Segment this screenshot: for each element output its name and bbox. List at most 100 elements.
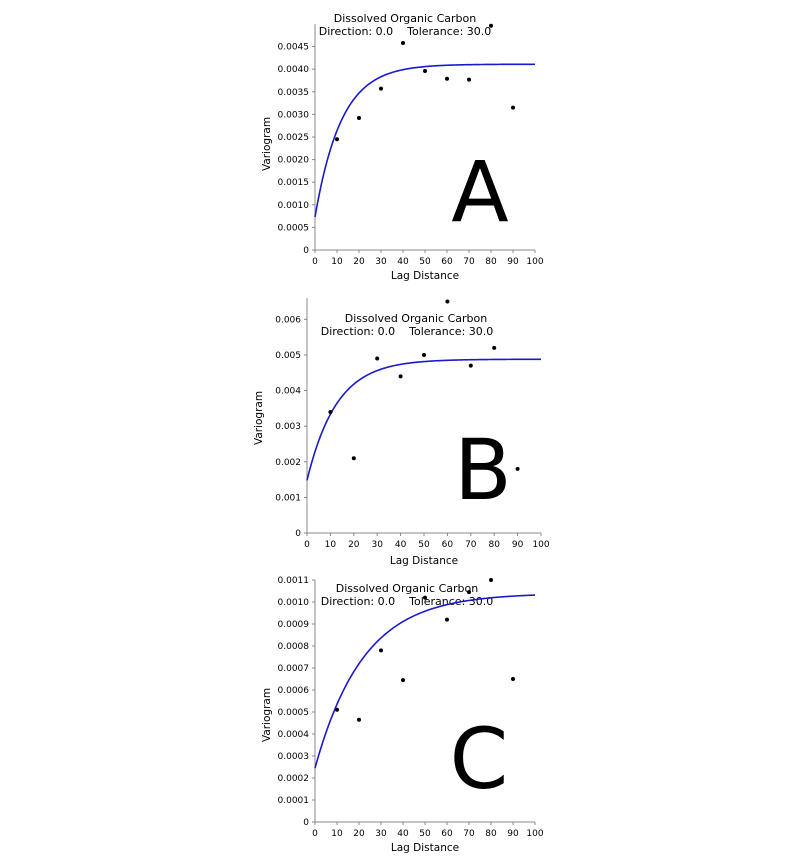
x-tick-label: 10 — [325, 540, 337, 550]
data-point — [423, 69, 427, 74]
data-point — [351, 456, 356, 461]
x-axis-label: Lag Distance — [391, 842, 459, 854]
x-tick-label: 60 — [441, 257, 453, 267]
x-tick-label: 100 — [532, 540, 549, 550]
x-tick-label: 90 — [512, 540, 524, 550]
data-points — [335, 578, 515, 722]
x-tick-label: 80 — [488, 540, 500, 550]
y-tick-label: 0 — [295, 529, 301, 539]
x-tick-label: 70 — [463, 829, 475, 839]
y-tick-label: 0.002 — [275, 458, 301, 468]
y-axis-label: Variogram — [261, 688, 273, 742]
x-tick-label: 80 — [485, 829, 497, 839]
model-curve — [306, 358, 541, 481]
model-line — [314, 63, 536, 218]
y-axis-label: Variogram — [253, 391, 265, 445]
data-point — [467, 590, 471, 595]
x-tick-label: 100 — [526, 829, 543, 839]
chart-title: Dissolved Organic Carbon — [334, 12, 476, 25]
y-tick-label: 0.0007 — [278, 664, 310, 674]
x-tick-label: 60 — [442, 540, 454, 550]
y-tick-label: 0.005 — [275, 351, 301, 361]
data-point — [445, 299, 450, 304]
x-tick-label: 90 — [507, 829, 519, 839]
model-line — [314, 594, 536, 769]
x-tick-label: 40 — [397, 257, 409, 267]
data-point — [335, 707, 339, 712]
data-points — [335, 23, 515, 142]
x-axis-label: Lag Distance — [391, 270, 459, 282]
chart-subtitle: Direction: 0.0 Tolerance: 30.0 — [321, 595, 494, 608]
x-axis-label: Lag Distance — [390, 555, 458, 567]
x-tick-label: 30 — [375, 257, 387, 267]
x-tick-label: 70 — [465, 540, 477, 550]
x-tick-label: 0 — [312, 829, 318, 839]
data-point — [492, 345, 497, 350]
data-point — [357, 717, 361, 722]
data-point — [489, 23, 493, 28]
x-tick-label: 60 — [441, 829, 453, 839]
y-tick-label: 0.003 — [275, 422, 301, 432]
data-point — [489, 578, 493, 582]
data-point — [379, 648, 383, 653]
y-tick-label: 0.0009 — [278, 620, 310, 630]
y-tick-label: 0.0020 — [278, 156, 310, 166]
data-point — [398, 374, 403, 379]
data-point — [357, 116, 361, 121]
x-tick-label: 80 — [485, 257, 497, 267]
x-tick-label: 30 — [375, 829, 387, 839]
y-tick-label: 0.006 — [275, 315, 301, 325]
data-point — [423, 595, 427, 600]
x-tick-label: 40 — [397, 829, 409, 839]
x-tick-label: 30 — [371, 540, 383, 550]
y-tick-label: 0.0001 — [278, 796, 310, 806]
x-tick-label: 10 — [331, 257, 343, 267]
x-tick-label: 50 — [419, 257, 431, 267]
data-point — [375, 356, 380, 361]
y-tick-label: 0.0010 — [278, 201, 310, 211]
data-point — [445, 617, 449, 622]
y-tick-label: 0.0003 — [278, 752, 310, 762]
x-tick-label: 100 — [526, 257, 543, 267]
x-tick-label: 90 — [507, 257, 519, 267]
model-curve — [314, 594, 536, 769]
panel-a: Dissolved Organic Carbon Direction: 0.0 … — [261, 12, 544, 282]
chart-title: Dissolved Organic Carbon — [345, 312, 487, 325]
data-point — [328, 409, 333, 414]
y-axis-label: Variogram — [261, 117, 273, 171]
y-tick-label: 0.0030 — [278, 110, 310, 120]
axes: 0 10 20 30 40 50 60 70 80 90 100 0 0.0005 0.0010 0.001… — [278, 24, 544, 267]
x-tick-label: 10 — [331, 829, 343, 839]
chart-title: Dissolved Organic Carbon — [336, 582, 478, 595]
x-tick-label: 70 — [463, 257, 475, 267]
panel-c: Dissolved Organic Carbon Direction: 0.0 … — [261, 576, 544, 854]
y-tick-label: 0.0002 — [278, 774, 310, 784]
x-tick-label: 0 — [304, 540, 310, 550]
data-point — [335, 137, 339, 142]
data-point — [422, 352, 426, 357]
data-point — [515, 466, 520, 471]
y-tick-label: 0.0006 — [278, 686, 310, 696]
data-point — [468, 363, 473, 368]
data-point — [445, 76, 449, 81]
model-curve — [314, 63, 536, 218]
y-tick-label: 0.0035 — [278, 88, 310, 98]
data-point — [511, 677, 515, 681]
axes: 0 10 20 30 40 50 60 70 80 90 100 0 0.0001 0.0002 0.000… — [278, 576, 544, 839]
x-tick-label: 20 — [348, 540, 360, 550]
y-tick-label: 0.0015 — [278, 178, 310, 188]
y-tick-label: 0.0005 — [278, 223, 310, 233]
y-tick-label: 0.0005 — [278, 708, 310, 718]
y-tick-label: 0.0011 — [278, 576, 310, 586]
y-tick-label: 0.0010 — [278, 598, 310, 608]
y-tick-label: 0 — [303, 246, 309, 256]
data-point — [467, 77, 471, 82]
data-point — [401, 678, 405, 683]
panel-letter: A — [451, 143, 508, 241]
data-point — [401, 40, 405, 45]
panel-letter: C — [450, 710, 509, 808]
x-tick-label: 20 — [353, 257, 365, 267]
data-points — [328, 299, 520, 471]
y-tick-label: 0 — [303, 818, 309, 828]
